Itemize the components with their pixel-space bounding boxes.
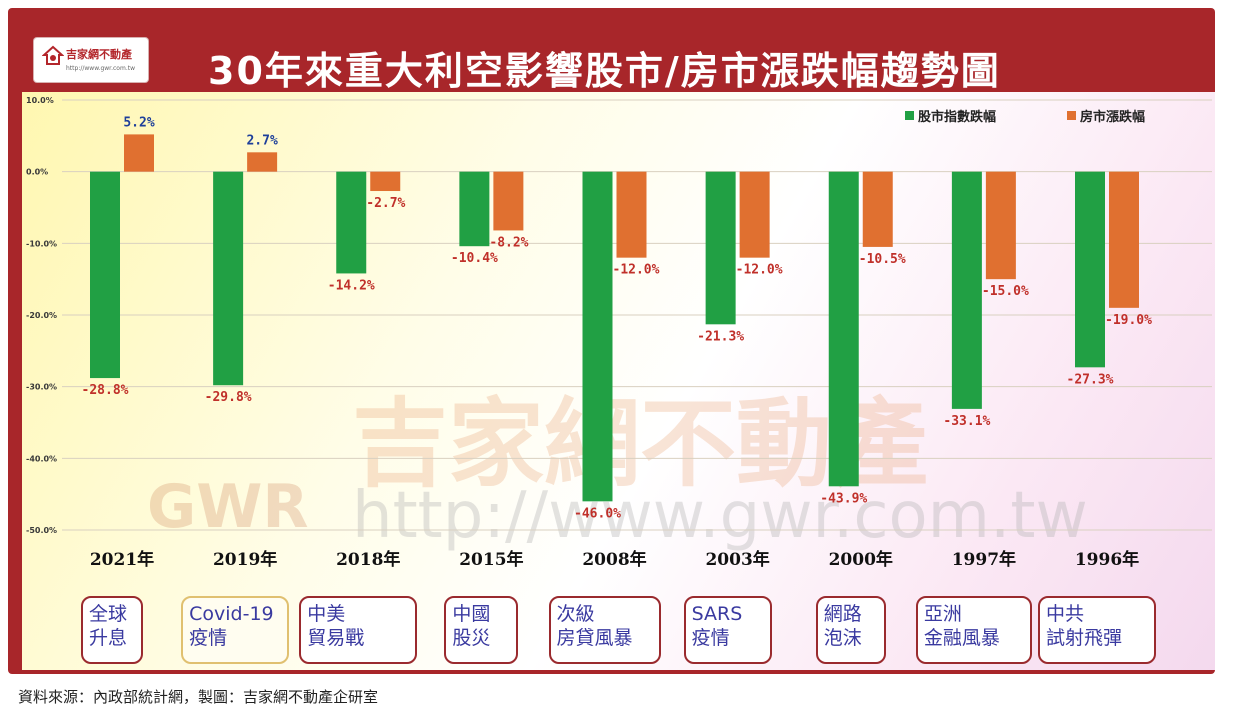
value-label-stock: -43.9%	[820, 491, 867, 506]
legend-label-stock: 股市指數跌幅	[918, 109, 996, 125]
value-label-house: 2.7%	[246, 133, 277, 148]
value-label-house: -10.5%	[859, 252, 906, 267]
value-label-house: -12.0%	[736, 263, 783, 278]
logo-url: http://www.gwr.com.tw	[66, 65, 135, 72]
bar-stock	[828, 171, 859, 487]
bar-stock	[705, 171, 736, 325]
category-label: 2019年	[213, 549, 277, 570]
legend-swatch-stock	[905, 111, 914, 120]
bars	[90, 134, 1139, 502]
value-label-stock: -14.2%	[328, 278, 375, 293]
value-label-house: -15.0%	[982, 284, 1029, 299]
value-label-house: -12.0%	[613, 263, 660, 278]
category-label: 2021年	[90, 549, 154, 570]
y-tick-label: 0.0%	[26, 168, 48, 177]
chart-title: 30年來重大利空影響股市/房市漲跌幅趨勢圖	[208, 49, 1001, 93]
chart-panel: 吉家網不動產 GWR http://www.gwr.com.tw 10.0% 0.…	[22, 92, 1215, 670]
y-tick-label: 10.0%	[26, 96, 54, 105]
category-label: 1996年	[1075, 549, 1139, 570]
bar-house	[985, 171, 1016, 280]
category-label: 2008年	[582, 549, 646, 570]
value-labels: -28.8% 5.2% -29.8% 2.7% -14.2% -2.7% -10.4%-8.…	[82, 115, 1153, 521]
bar-stock	[582, 171, 613, 502]
category-label: 2015年	[459, 549, 523, 570]
bar-stock	[459, 171, 490, 247]
header: 吉家網不動產 http://www.gwr.com.tw 30年來重大利空影響股…	[8, 8, 1215, 93]
bar-stock	[1075, 171, 1105, 368]
bar-house	[493, 171, 524, 231]
category-label: 2018年	[336, 549, 400, 570]
value-label-house: -8.2%	[489, 235, 528, 250]
y-axis-ticks: 10.0% 0.0% -10.0% -20.0% -30.0% -40.0% -50.0%	[26, 96, 57, 535]
logo: 吉家網不動產 http://www.gwr.com.tw	[34, 38, 148, 82]
value-label-stock: -21.3%	[697, 329, 744, 344]
bar-house	[862, 171, 893, 247]
category-label: 2003年	[705, 549, 769, 570]
y-tick-label: -10.0%	[26, 239, 57, 248]
bar-house	[370, 171, 401, 192]
category-labels: 2021年 2019年 2018年 2015年 2008年 2003年 2000年 1997年…	[90, 549, 1139, 570]
bar-stock	[336, 171, 367, 274]
y-tick-label: -20.0%	[26, 311, 57, 320]
category-label: 1997年	[952, 549, 1016, 570]
value-label-stock: -28.8%	[82, 383, 129, 398]
value-label-stock: -27.3%	[1067, 372, 1114, 387]
category-label: 2000年	[829, 549, 893, 570]
value-label-stock: -46.0%	[574, 506, 621, 521]
bar-stock	[213, 171, 244, 386]
legend-label-house: 房市漲跌幅	[1080, 109, 1145, 125]
value-label-stock: -10.4%	[451, 251, 498, 266]
source-note: 資料來源：內政部統計網，製圖：吉家網不動產企研室	[18, 688, 379, 706]
y-tick-label: -30.0%	[26, 383, 57, 392]
bar-chart: 吉家網不動產 GWR http://www.gwr.com.tw 10.0%0.…	[26, 96, 1212, 570]
value-label-house: -19.0%	[1105, 313, 1152, 328]
bar-house	[739, 171, 770, 258]
value-label-stock: -33.1%	[943, 414, 990, 429]
value-label-stock: -29.8%	[205, 390, 252, 405]
bar-house	[124, 134, 154, 172]
bar-house	[616, 171, 647, 258]
legend: 股市指數跌幅 房市漲跌幅	[905, 109, 1145, 125]
bar-house	[1109, 171, 1139, 308]
house-logo-icon	[42, 45, 64, 65]
bar-stock	[90, 171, 120, 379]
bar-stock	[951, 171, 982, 409]
logo-name: 吉家網不動產	[66, 48, 132, 61]
y-tick-label: -50.0%	[26, 526, 57, 535]
watermark-url: http://www.gwr.com.tw	[352, 479, 1088, 553]
legend-swatch-house	[1067, 111, 1076, 120]
watermark-abbr: GWR	[147, 472, 309, 542]
y-tick-label: -40.0%	[26, 454, 57, 463]
value-label-house: 5.2%	[123, 115, 154, 130]
value-label-house: -2.7%	[366, 196, 405, 211]
bar-house	[247, 152, 278, 172]
